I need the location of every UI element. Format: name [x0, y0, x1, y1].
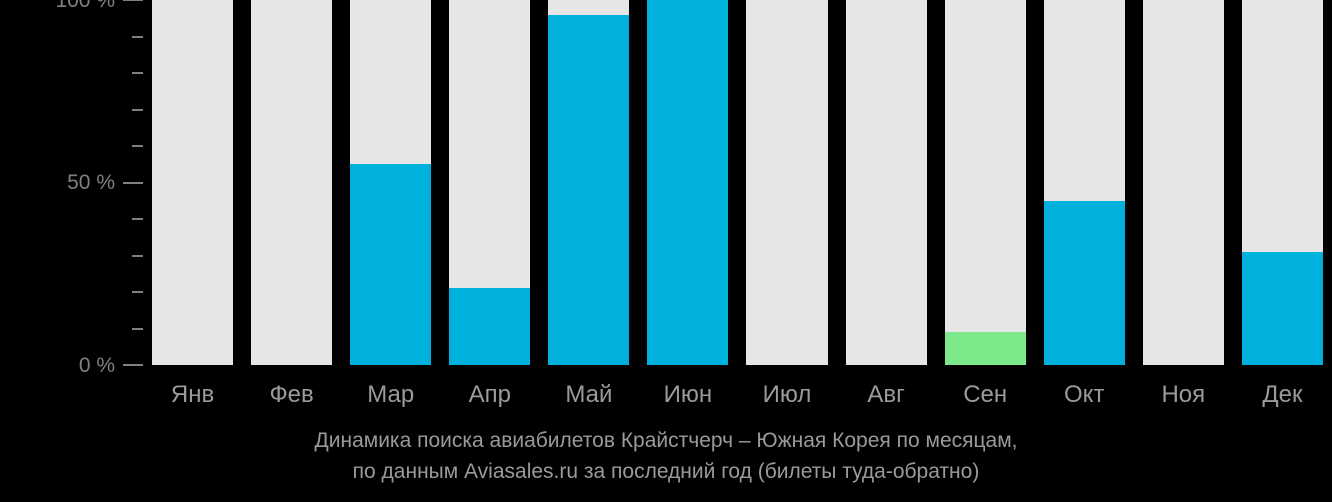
x-axis-label-8: Сен	[963, 381, 1008, 408]
bar-cell[interactable]	[1134, 0, 1233, 365]
bar-cell[interactable]	[1035, 0, 1134, 365]
bar-track	[746, 0, 828, 365]
y-axis-tick-mark	[132, 327, 143, 330]
y-axis-tick-mark	[123, 181, 143, 184]
y-axis-tick-mark	[132, 108, 143, 111]
y-axis: 100 % 50 % 0 %	[0, 0, 143, 376]
y-axis-tick-mark	[132, 218, 143, 220]
plot-area	[143, 0, 1332, 365]
y-axis-tick-mark	[123, 364, 143, 366]
bar-fill[interactable]	[350, 164, 432, 365]
chart-caption: Динамика поиска авиабилетов Крайстчерч –…	[0, 425, 1332, 487]
bar-track	[152, 0, 234, 365]
bar-track	[251, 0, 333, 365]
bar-cell[interactable]	[242, 0, 341, 365]
x-axis-label-6: Июл	[762, 381, 812, 408]
bar-fill[interactable]	[944, 332, 1026, 365]
x-axis-label-1: Фев	[269, 381, 314, 408]
bar-cell[interactable]	[837, 0, 936, 365]
bar-cell[interactable]	[1233, 0, 1332, 365]
x-axis-label-4: Май	[565, 381, 613, 408]
bar-fill[interactable]	[1043, 200, 1125, 365]
y-axis-tick-label: 50 %	[67, 171, 115, 194]
x-axis-label-7: Авг	[867, 381, 905, 408]
bar-fill[interactable]	[548, 14, 630, 365]
bar-track	[845, 0, 927, 365]
x-axis-label-5: Июн	[663, 381, 713, 408]
bar-cell[interactable]	[341, 0, 440, 365]
y-axis-tick-mark	[123, 0, 143, 1]
bar-fill[interactable]	[1241, 251, 1323, 365]
x-axis-label-3: Апр	[468, 381, 511, 408]
bar-cell[interactable]	[638, 0, 737, 365]
bar-series	[143, 0, 1332, 365]
bar-track	[1142, 0, 1224, 365]
x-axis-label-0: Янв	[170, 381, 215, 408]
y-axis-tick-mark	[132, 72, 143, 74]
bar-cell[interactable]	[539, 0, 638, 365]
y-axis-tick-mark	[132, 254, 143, 257]
y-axis-tick-label: 0 %	[78, 353, 115, 377]
x-axis-label-9: Окт	[1064, 381, 1105, 408]
bar-fill[interactable]	[449, 288, 531, 365]
bar-cell[interactable]	[143, 0, 242, 365]
y-axis-tick-mark	[132, 291, 143, 293]
bar-fill[interactable]	[647, 0, 729, 365]
x-axis: Янв Фев Мар Апр Май Июн Июл Авг Сен Окт Ноя Дек	[143, 365, 1332, 425]
x-axis-label-10: Ноя	[1161, 381, 1206, 408]
y-axis-tick-mark	[132, 35, 143, 38]
bar-track	[944, 0, 1026, 365]
bar-cell[interactable]	[440, 0, 539, 365]
x-axis-label-2: Мар	[367, 381, 415, 408]
y-axis-tick-label: 100 %	[55, 0, 115, 12]
bar-cell[interactable]	[936, 0, 1035, 365]
bar-cell[interactable]	[737, 0, 836, 365]
caption-line-2: по данным Aviasales.ru за последний год …	[352, 460, 980, 483]
caption-line-1: Динамика поиска авиабилетов Крайстчерч –…	[314, 429, 1018, 452]
x-axis-label-11: Дек	[1262, 381, 1303, 408]
y-axis-tick-mark	[132, 145, 143, 147]
